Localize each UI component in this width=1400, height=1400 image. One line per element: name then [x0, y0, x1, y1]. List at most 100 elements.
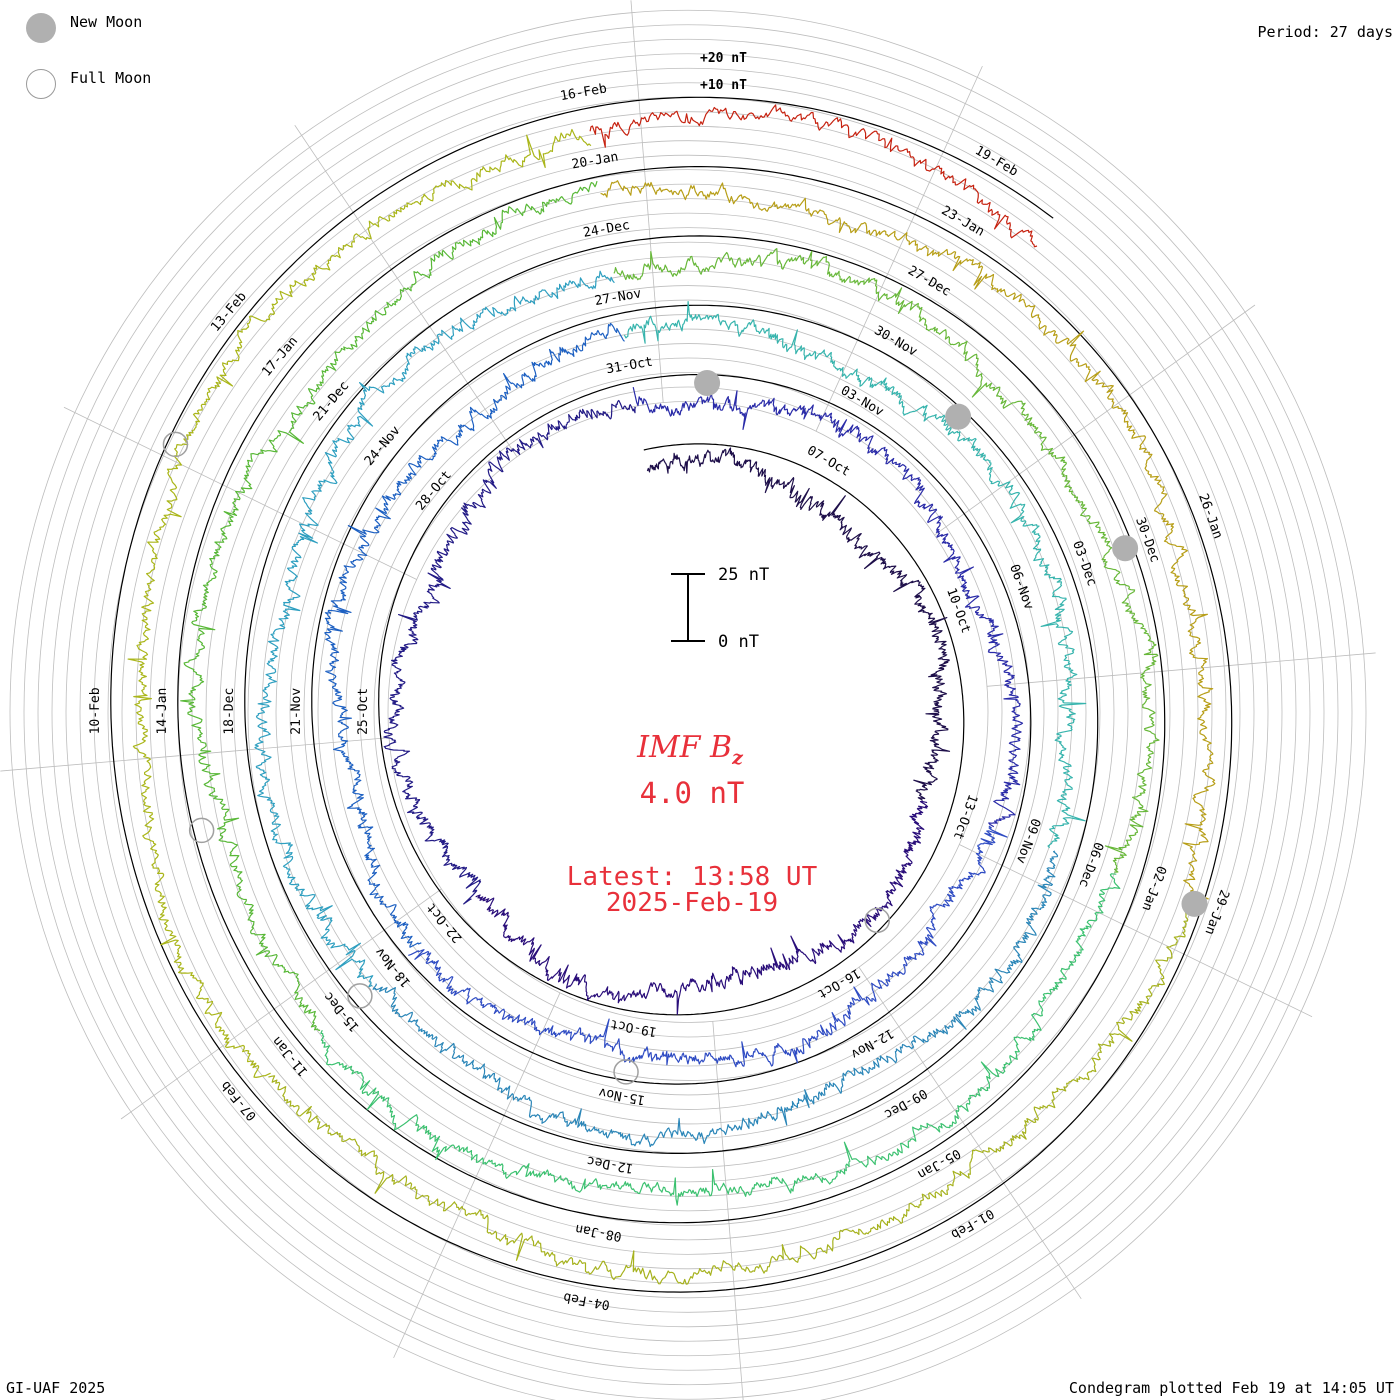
date-label-09-Dec: 09-Dec	[881, 1085, 929, 1121]
trace-rotation-1-seg-1	[646, 447, 951, 801]
grid-ring	[93, 96, 1283, 1328]
grid-ring	[331, 343, 1045, 1081]
date-label-16-Feb: 16-Feb	[559, 81, 608, 104]
trace-rotation-5-seg-2	[268, 898, 1190, 1285]
date-label-31-Oct: 31-Oct	[605, 355, 654, 378]
ring-label-20: +20 nT	[700, 51, 747, 66]
trace-rotation-3-seg-2	[372, 850, 1059, 1148]
date-label-16-Oct: 16-Oct	[815, 965, 863, 1001]
date-label-11-Jan: 11-Jan	[270, 1033, 312, 1079]
grid-ring	[289, 299, 1087, 1125]
grid-ring	[9, 10, 1367, 1400]
full-moon-legend-icon	[26, 69, 56, 99]
scale-bar: 25 nT 0 nT	[671, 565, 769, 652]
latest-time: Latest: 13:58 UT	[567, 862, 818, 892]
date-label-12-Dec: 12-Dec	[586, 1153, 635, 1176]
new-moon-legend-label: New Moon	[70, 13, 143, 31]
grid-ring	[23, 24, 1353, 1400]
grid-ring	[163, 169, 1213, 1255]
grid-ring	[191, 198, 1185, 1226]
full-moon-marker	[162, 431, 189, 458]
date-label-01-Feb: 01-Feb	[948, 1205, 996, 1241]
full-moon-legend-label: Full Moon	[70, 69, 152, 87]
date-label-17-Jan: 17-Jan	[259, 334, 301, 380]
plotted-timestamp: Condegram plotted Feb 19 at 14:05 UT	[1068, 1379, 1394, 1397]
ring-scale-labels: +20 nT +10 nT	[700, 51, 747, 93]
date-label-19-Feb: 19-Feb	[972, 143, 1020, 180]
trace-rotation-5-seg-3	[127, 128, 592, 1078]
grid-spoke	[63, 406, 417, 580]
grid-ring	[37, 38, 1339, 1386]
date-label-15-Nov: 15-Nov	[597, 1084, 646, 1107]
period-label: Period: 27 days	[1257, 23, 1393, 41]
new-moon-marker	[1112, 535, 1139, 562]
grid-ring	[205, 212, 1171, 1212]
grid-ring	[65, 67, 1311, 1357]
date-label-18-Nov: 18-Nov	[372, 944, 414, 990]
grid-ring	[79, 82, 1297, 1342]
date-label-27-Dec: 27-Dec	[905, 263, 953, 300]
grid-ring	[359, 372, 1017, 1052]
new-moon-marker	[945, 403, 972, 430]
center-readout: IMF Bz 4.0 nT Latest: 13:58 UT 2025-Feb-…	[567, 730, 818, 918]
grid-spoke	[393, 992, 561, 1359]
new-moon-legend-icon	[26, 13, 56, 43]
grid-ring	[51, 53, 1325, 1371]
new-moon-marker	[1181, 890, 1208, 917]
trace-rotation-3-seg-1	[623, 301, 1087, 849]
scale-bar-top-label: 25 nT	[718, 565, 769, 585]
date-label-23-Jan: 23-Jan	[939, 203, 987, 240]
grid-ring	[121, 125, 1255, 1299]
full-moon-marker	[613, 1059, 639, 1085]
grid-spoke	[858, 966, 1082, 1300]
date-label-08-Jan: 08-Jan	[574, 1221, 623, 1244]
grid-ring	[107, 111, 1269, 1313]
grid-ring	[247, 256, 1129, 1168]
date-label-30-Nov: 30-Nov	[871, 323, 919, 360]
zero-baselines	[110, 96, 1233, 1293]
grid-ring	[317, 328, 1059, 1096]
grid-ring	[219, 227, 1157, 1197]
trace-rotation-5-seg-1	[600, 180, 1216, 902]
date-label-10-Feb: 10-Feb	[88, 687, 103, 734]
grid-spoke	[712, 1021, 744, 1400]
date-label-20-Jan: 20-Jan	[571, 150, 620, 173]
date-label-14-Jan: 14-Jan	[155, 688, 170, 735]
grid-spoke	[294, 124, 518, 458]
baseline-spiral	[110, 96, 1233, 1293]
date-label-05-Jan: 05-Jan	[915, 1145, 963, 1181]
grid-ring	[345, 357, 1031, 1067]
date-label-24-Dec: 24-Dec	[582, 218, 631, 241]
grid-ring	[303, 314, 1073, 1110]
full-moon-marker	[864, 907, 891, 934]
date-label-27-Nov: 27-Nov	[594, 286, 643, 309]
moon-phase-markers	[162, 369, 1208, 1085]
date-label-19-Oct: 19-Oct	[609, 1016, 658, 1039]
date-label-07-Oct: 07-Oct	[804, 443, 852, 480]
date-label-18-Dec: 18-Dec	[222, 688, 237, 735]
trace-rotation-4-seg-1	[613, 248, 1160, 873]
date-label-24-Nov: 24-Nov	[362, 423, 404, 469]
trace-rotation-1-seg-3	[383, 399, 637, 905]
date-label-25-Oct: 25-Oct	[356, 688, 371, 735]
date-label-07-Feb: 07-Feb	[218, 1077, 260, 1123]
trace-rotation-4-seg-2	[320, 873, 1121, 1206]
grid-spoke	[815, 65, 983, 432]
grid-ring	[177, 183, 1199, 1241]
parameter-title: IMF Bz	[636, 730, 744, 769]
latest-value: 4.0 nT	[640, 776, 745, 810]
grid-ring	[149, 154, 1227, 1270]
trace-rotation-2-seg-2	[408, 825, 1008, 1068]
scale-bar-bottom-label: 0 nT	[718, 632, 759, 652]
grid-ring	[275, 285, 1101, 1139]
credit-label: GI-UAF 2025	[6, 1379, 106, 1397]
trace-rotation-1-seg-2	[475, 800, 929, 1016]
date-label-04-Feb: 04-Feb	[562, 1289, 611, 1312]
grid-spoke	[0, 737, 390, 772]
grid-ring	[387, 401, 989, 1023]
parameter-subscript: z	[731, 747, 744, 769]
trace-rotation-3-seg-3	[254, 270, 615, 988]
grid-ring	[261, 270, 1115, 1154]
